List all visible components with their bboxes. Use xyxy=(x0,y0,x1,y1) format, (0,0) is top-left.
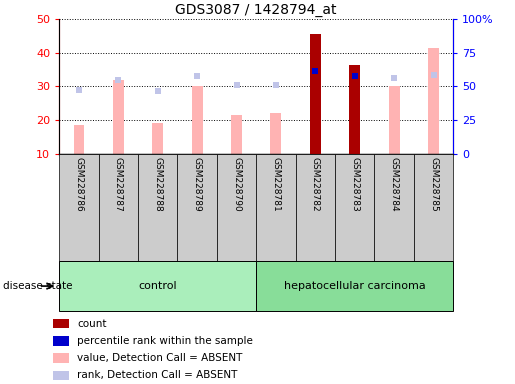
Bar xyxy=(349,65,360,154)
Bar xyxy=(53,353,68,363)
Text: GSM228783: GSM228783 xyxy=(350,157,359,212)
Text: count: count xyxy=(77,318,107,329)
Bar xyxy=(99,154,138,261)
Bar xyxy=(270,113,281,154)
Text: hepatocellular carcinoma: hepatocellular carcinoma xyxy=(284,281,425,291)
Bar xyxy=(310,34,321,154)
Bar xyxy=(53,371,68,380)
Bar xyxy=(74,125,84,154)
Text: GSM228785: GSM228785 xyxy=(429,157,438,212)
Bar xyxy=(113,80,124,154)
Bar xyxy=(59,261,256,311)
Text: GSM228786: GSM228786 xyxy=(75,157,83,212)
Bar xyxy=(256,261,453,311)
Text: GSM228784: GSM228784 xyxy=(390,157,399,212)
Bar xyxy=(152,123,163,154)
Bar xyxy=(374,154,414,261)
Text: GSM228781: GSM228781 xyxy=(271,157,280,212)
Bar xyxy=(53,319,68,328)
Text: GSM228788: GSM228788 xyxy=(153,157,162,212)
Bar xyxy=(389,86,400,154)
Bar xyxy=(349,65,360,154)
Bar xyxy=(138,154,177,261)
Text: control: control xyxy=(139,281,177,291)
Bar xyxy=(296,154,335,261)
Title: GDS3087 / 1428794_at: GDS3087 / 1428794_at xyxy=(176,3,337,17)
Text: rank, Detection Call = ABSENT: rank, Detection Call = ABSENT xyxy=(77,370,238,381)
Text: GSM228787: GSM228787 xyxy=(114,157,123,212)
Bar xyxy=(231,115,242,154)
Bar xyxy=(177,154,217,261)
Text: GSM228789: GSM228789 xyxy=(193,157,201,212)
Text: GSM228782: GSM228782 xyxy=(311,157,320,212)
Bar xyxy=(335,154,374,261)
Text: percentile rank within the sample: percentile rank within the sample xyxy=(77,336,253,346)
Text: value, Detection Call = ABSENT: value, Detection Call = ABSENT xyxy=(77,353,243,363)
Bar xyxy=(192,86,202,154)
Bar xyxy=(428,48,439,154)
Bar xyxy=(414,154,453,261)
Bar xyxy=(256,154,296,261)
Bar xyxy=(217,154,256,261)
Text: GSM228790: GSM228790 xyxy=(232,157,241,212)
Text: disease state: disease state xyxy=(3,281,72,291)
Bar xyxy=(310,34,321,154)
Bar xyxy=(59,154,99,261)
Bar xyxy=(53,336,68,346)
